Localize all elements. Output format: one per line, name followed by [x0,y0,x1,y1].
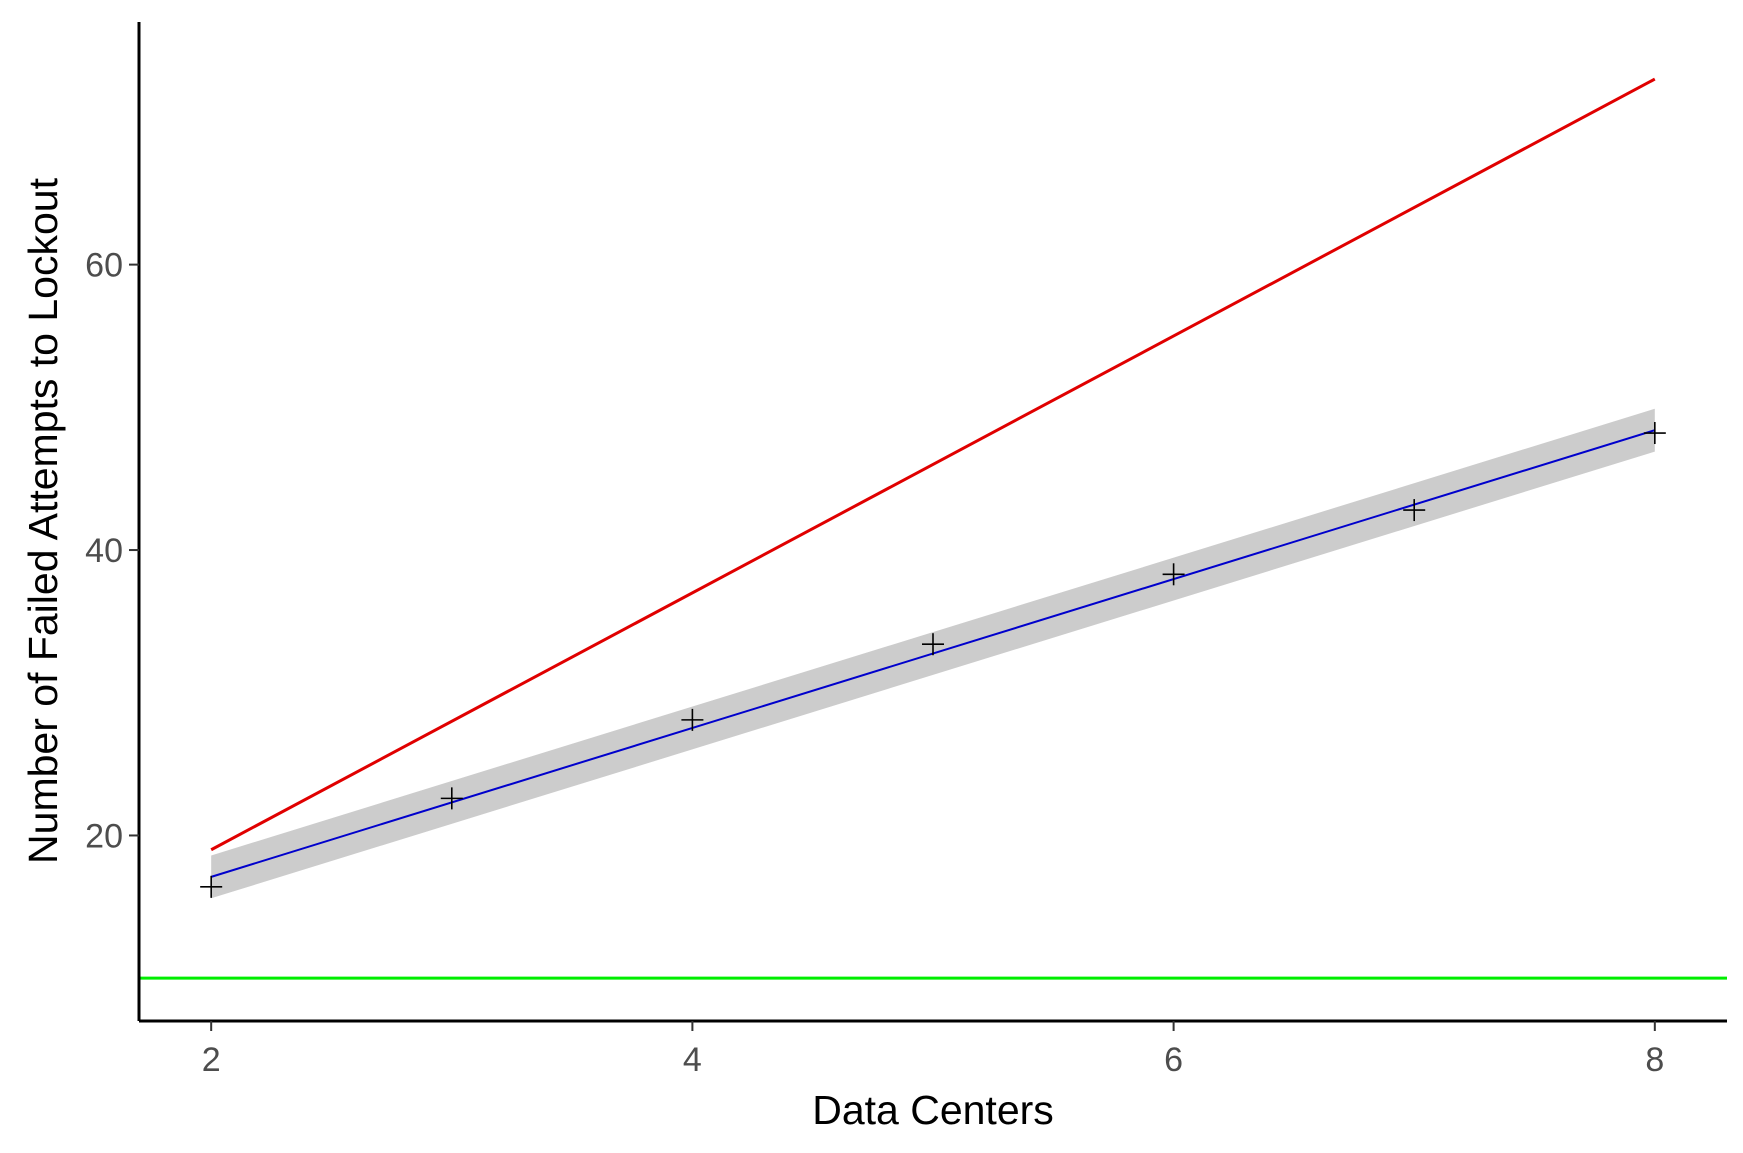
y-tick-label: 40 [85,532,123,570]
data-point [1643,422,1666,445]
data-point [922,633,944,656]
x-axis-title: Data Centers [812,1087,1054,1133]
y-axis-title: Number of Failed Attempts to Lockout [20,177,66,864]
plot-area [139,77,1727,980]
data-point [1162,563,1185,586]
x-tick-label: 6 [1164,1041,1183,1079]
x-tick-label: 4 [683,1041,702,1079]
data-point [681,708,704,731]
y-tick-label: 20 [85,817,123,855]
x-tick-label: 2 [202,1041,221,1079]
y-tick-label: 60 [85,247,123,285]
data-point [200,875,223,898]
tick-layer: 2 4 6 8 20 40 60 [85,247,1664,1079]
reference-line-red [210,77,1656,852]
data-point [1403,499,1426,522]
data-point [440,787,463,810]
x-tick-label: 8 [1645,1041,1664,1079]
